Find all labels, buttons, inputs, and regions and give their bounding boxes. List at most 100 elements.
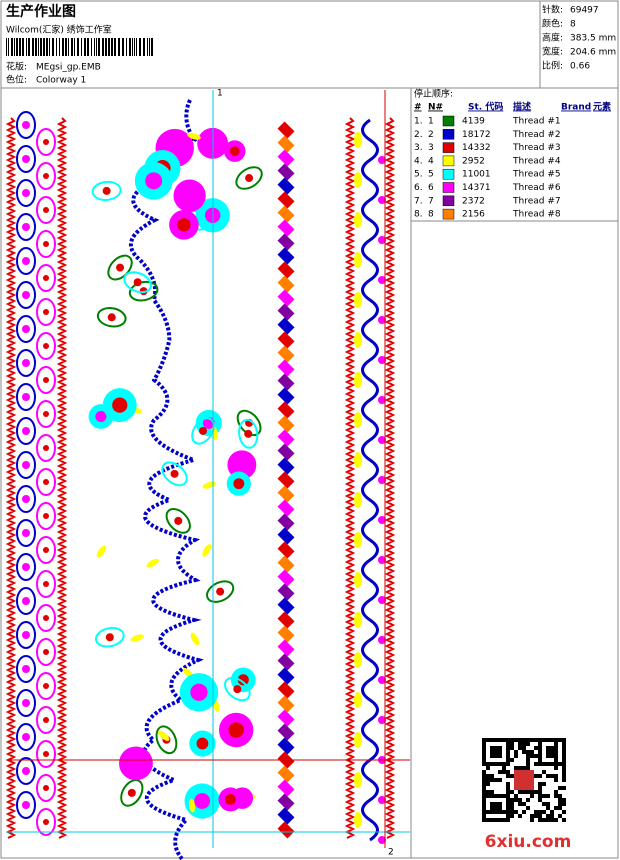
row-n: 4 [428, 156, 434, 166]
bar [19, 38, 21, 56]
qr-cell [546, 738, 550, 742]
paisley [16, 621, 36, 649]
flower-center [233, 478, 245, 490]
qr-cell [530, 750, 534, 754]
flower-center [194, 793, 211, 809]
qr-cell [506, 750, 510, 754]
band-motif [277, 611, 295, 629]
band-motif [277, 345, 295, 363]
paisley-core [43, 649, 49, 655]
qr-cell [482, 798, 486, 802]
guide-label: 2 [388, 848, 394, 858]
paisley-core [133, 278, 142, 287]
paisley-core [22, 223, 30, 231]
paisley [36, 162, 56, 190]
qr-cell [498, 762, 502, 766]
qr-cell [506, 806, 510, 810]
paisley-core [22, 801, 30, 809]
qr-cell [486, 738, 490, 742]
qr-cell [542, 794, 546, 798]
paisley [36, 196, 56, 224]
column-header: 描述 [513, 101, 531, 113]
qr-cell [554, 818, 558, 822]
qr-cell [506, 794, 510, 798]
paisley [36, 366, 56, 394]
qr-cell [482, 806, 486, 810]
qr-cell [562, 802, 566, 806]
qr-cell [526, 766, 530, 770]
qr-cell [546, 774, 550, 778]
color-swatch [442, 155, 455, 167]
thread-code: 14332 [462, 143, 491, 153]
thread-description: Thread #8 [512, 210, 561, 220]
qr-cell [530, 818, 534, 822]
paisley [16, 213, 36, 241]
guide-label: 1 [217, 89, 223, 99]
bar [94, 38, 95, 56]
leaf [354, 292, 362, 308]
bud [378, 796, 386, 804]
paisley-core [244, 429, 253, 438]
paisley-core [43, 411, 49, 417]
leaf [354, 732, 362, 748]
leaf [354, 452, 362, 468]
colorway: Colorway 1 [36, 76, 86, 86]
leaf [354, 652, 362, 668]
band-motif [277, 723, 295, 741]
zigzag-border [384, 117, 396, 839]
qr-cell [482, 790, 486, 794]
bud [378, 596, 386, 604]
bud [378, 476, 386, 484]
qr-cell [550, 750, 554, 754]
row-n: 7 [428, 196, 434, 206]
paisley [16, 111, 36, 139]
row-n: 2 [428, 130, 434, 140]
qr-cell [510, 798, 514, 802]
qr-cell [498, 818, 502, 822]
paisley [36, 400, 56, 428]
band-motif [277, 317, 295, 335]
qr-cell [530, 790, 534, 794]
qr-cell [550, 810, 554, 814]
bar [111, 38, 113, 56]
qr-cell [554, 758, 558, 762]
bud [378, 556, 386, 564]
qr-cell [562, 810, 566, 814]
qr-cell [534, 738, 538, 742]
qr-cell [522, 810, 526, 814]
qr-cell [506, 758, 510, 762]
column-header: Brand [561, 103, 591, 113]
thread-description: Thread #2 [512, 130, 561, 140]
qr-cell [514, 754, 518, 758]
paisley-core [22, 631, 30, 639]
paisley [16, 587, 36, 615]
qr-cell [482, 786, 486, 790]
bud [378, 236, 386, 244]
paisley [36, 638, 56, 666]
row-n: 6 [428, 183, 434, 193]
color-swatch [442, 142, 455, 153]
leaf [354, 332, 362, 348]
qr-cell [522, 742, 526, 746]
qr-cell [498, 746, 502, 750]
qr-cell [562, 750, 566, 754]
qr-cell [498, 794, 502, 798]
paisley [91, 180, 122, 201]
bud [378, 156, 386, 164]
paisley-core [43, 241, 49, 247]
vine [361, 118, 379, 842]
bar [129, 38, 131, 56]
qr-cell [530, 754, 534, 758]
paisley [206, 580, 235, 603]
bar [126, 38, 127, 56]
qr-cell [482, 746, 486, 750]
flower-center [196, 737, 209, 750]
paisley [36, 230, 56, 258]
color-swatch [442, 195, 455, 207]
leaf [187, 132, 201, 140]
paisley [36, 740, 56, 768]
flower-center [225, 793, 236, 805]
bar [143, 38, 145, 56]
qr-cell [482, 818, 486, 822]
qr-cell [522, 750, 526, 754]
